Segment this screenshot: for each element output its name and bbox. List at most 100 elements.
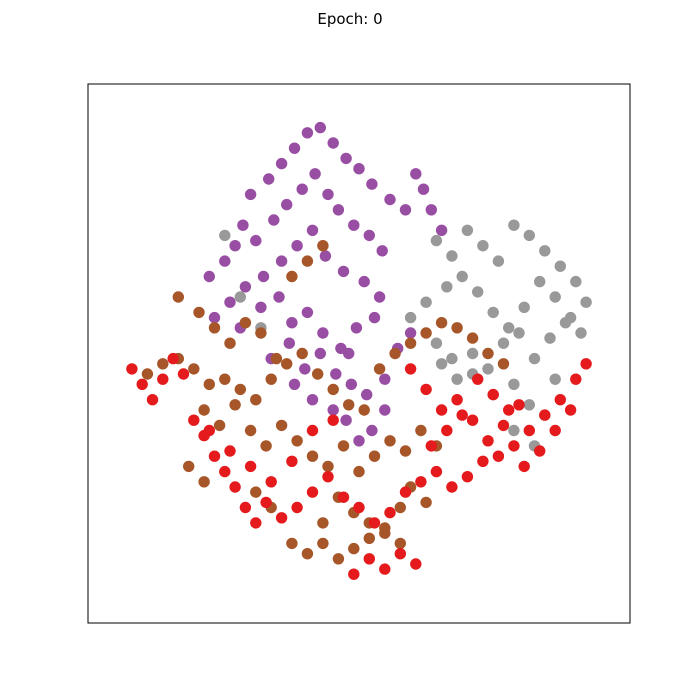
scatter-point [239,317,252,329]
scatter-point [554,394,566,406]
scatter-point [508,378,520,390]
scatter-point [244,460,257,473]
scatter-point [291,435,303,447]
scatter-point [570,373,582,385]
scatter-point [379,373,391,385]
scatter-point [141,368,154,380]
scatter-point [188,414,200,426]
scatter-point [497,358,510,370]
scatter-point [167,352,179,365]
scatter-point [237,219,249,231]
scatter-point [198,476,210,488]
scatter-point [539,409,551,421]
series-0 [203,121,448,447]
scatter-point [208,311,221,324]
scatter-point [492,450,505,462]
scatter-point [503,322,515,334]
scatter-point [435,317,448,329]
scatter-point [229,240,241,252]
scatter-point [373,363,386,375]
scatter-point [513,327,525,339]
scatter-point [306,486,319,498]
scatter-point [358,275,370,288]
scatter-point [441,281,453,293]
scatter-point [208,322,221,334]
scatter-point [366,424,378,437]
scatter-point [399,486,412,498]
scatter-point [281,358,293,370]
scatter-point [353,465,365,478]
scatter-point [523,229,535,242]
scatter-point [446,352,458,365]
scatter-point [348,568,360,580]
scatter-point [451,322,463,334]
scatter-point [415,424,427,437]
scatter-point [446,481,458,493]
scatter-point [430,337,443,349]
scatter-point [394,537,406,550]
scatter-point [306,224,319,236]
scatter-point [472,286,484,298]
scatter-point [425,440,437,452]
scatter-point [188,363,200,375]
scatter-point [549,424,561,437]
scatter-point [288,142,301,154]
scatter-point [275,419,288,432]
scatter-point [317,240,329,252]
scatter-point [544,332,556,344]
scatter-point [373,291,386,303]
scatter-point [345,378,357,390]
scatter-point [549,373,561,385]
scatter-point [353,163,365,175]
scatter-point [340,152,352,165]
scatter-point [157,373,169,385]
scatter-point [327,414,339,426]
scatter-point [146,394,159,406]
scatter-point [363,553,375,565]
scatter-point [296,347,308,360]
scatter-point [508,424,520,437]
scatter-point [384,435,396,447]
scatter-point [250,394,262,406]
scatter-point [482,363,494,375]
scatter-point [461,224,474,236]
scatter-point [229,399,241,411]
scatter-point [384,506,396,519]
scatter-point [203,378,215,390]
scatter-point [250,517,262,529]
scatter-point [523,399,535,411]
scatter-point [559,317,572,329]
scatter-point [368,450,381,462]
scatter-point [275,512,288,524]
scatter-point [327,383,339,396]
scatter-point [319,250,332,262]
scatter-point [291,240,303,252]
scatter-point [337,491,350,503]
scatter-point [177,368,190,380]
scatter-point [343,399,355,411]
scatter-point [441,424,453,437]
scatter-point [417,183,430,195]
scatter-point [451,394,463,406]
scatter-point [508,219,520,231]
scatter-point [466,347,479,360]
scatter-point [234,383,246,396]
scatter-point [518,301,530,313]
scatter-point [503,404,515,416]
scatter-point [265,476,277,488]
scatter-point [234,291,246,303]
scatter-point [353,435,365,447]
scatter-point [219,373,231,385]
scatter-point [296,183,308,195]
scatter-point [487,306,499,319]
scatter-point [136,378,148,390]
scatter-point [286,317,298,329]
scatter-point [291,501,303,514]
scatter-point [193,306,205,319]
scatter-point [239,281,252,293]
scatter-point [523,424,535,437]
scatter-point [482,435,494,447]
scatter-point [299,363,311,375]
scatter-point [268,214,280,226]
